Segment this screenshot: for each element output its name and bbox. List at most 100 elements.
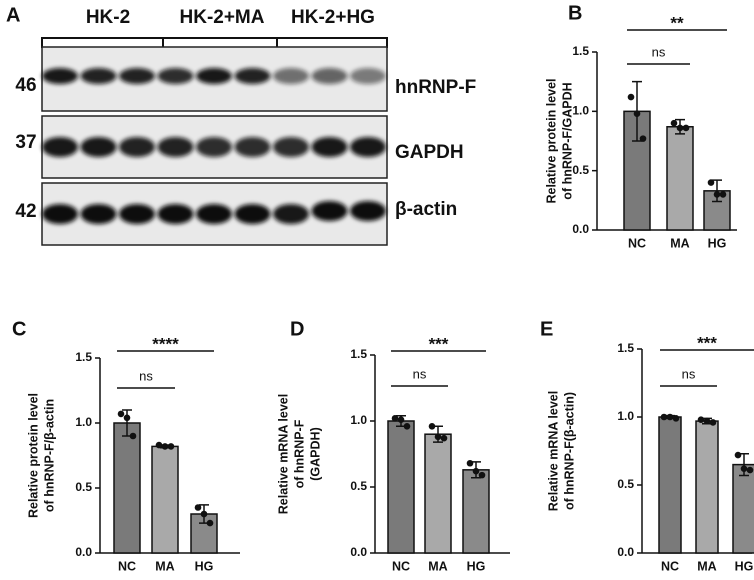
data-point	[434, 433, 442, 441]
bar	[695, 420, 719, 554]
blot-band	[80, 68, 117, 84]
significance-label: ns	[652, 44, 666, 59]
y-axis-label: of hnRNP-F/GAPDH	[560, 82, 574, 199]
y-tick-label: 1.0	[617, 409, 634, 423]
data-point	[633, 110, 641, 118]
data-point	[200, 510, 208, 518]
data-point	[639, 135, 647, 142]
x-tick-label: MA	[428, 559, 447, 573]
blot-band	[196, 137, 232, 157]
error-bar	[712, 179, 722, 203]
data-point	[734, 451, 742, 459]
data-point	[155, 441, 163, 449]
y-tick-label: 1.5	[617, 341, 634, 355]
blot-band	[273, 137, 309, 157]
data-point	[397, 416, 405, 423]
y-tick-label: 1.0	[350, 413, 367, 427]
significance-label: ns	[139, 368, 153, 383]
data-point	[719, 191, 727, 198]
data-point	[161, 443, 169, 450]
blot-band	[42, 68, 78, 84]
bar	[666, 126, 694, 231]
y-tick-label: 1.5	[75, 350, 92, 364]
protein-label: β-actin	[395, 199, 457, 220]
data-point	[403, 422, 411, 430]
bar	[658, 416, 682, 554]
panel-label: C	[12, 318, 26, 340]
blot-band	[157, 204, 194, 224]
data-point	[428, 422, 436, 430]
x-tick-label: HG	[735, 559, 754, 573]
group-label: HK-2+HG	[291, 7, 375, 28]
data-point	[627, 93, 635, 101]
x-tick-label: MA	[670, 236, 689, 250]
y-axis-label: (GAPDH)	[308, 427, 322, 480]
blot-band	[311, 137, 348, 157]
blot-band	[119, 137, 155, 157]
blot-band	[42, 204, 78, 224]
blot-band	[80, 204, 117, 224]
blot-band	[234, 68, 271, 84]
data-point	[709, 419, 717, 426]
y-tick-label: 1.0	[572, 104, 589, 118]
protein-label: GAPDH	[395, 142, 464, 163]
y-tick-label: 1.5	[572, 44, 589, 58]
x-tick-label: HG	[708, 236, 727, 250]
data-point	[697, 416, 705, 424]
y-tick-label: 1.0	[75, 415, 92, 429]
data-point	[466, 459, 474, 467]
x-tick-label: MA	[155, 559, 174, 573]
y-axis-label: Relative mRNA level	[546, 391, 560, 511]
data-point	[194, 504, 202, 511]
bar	[151, 445, 179, 554]
blot-band	[273, 68, 309, 84]
y-tick-label: 0.0	[350, 545, 367, 559]
data-point	[478, 471, 486, 479]
data-point	[707, 179, 715, 186]
data-point	[660, 413, 668, 421]
marker-label: 37	[15, 132, 36, 153]
data-point	[440, 434, 448, 442]
bar	[732, 463, 754, 554]
x-tick-label: NC	[392, 559, 410, 573]
data-point	[670, 119, 678, 127]
blot-band	[157, 68, 194, 84]
data-point	[117, 410, 125, 418]
y-tick-label: 0.5	[350, 479, 367, 493]
y-axis-label: Relative protein level	[26, 393, 40, 518]
y-tick-label: 0.0	[617, 545, 634, 559]
panel-label: A	[6, 4, 20, 26]
data-point	[666, 413, 674, 421]
x-tick-label: MA	[697, 559, 716, 573]
y-axis-label: of hnRNP-F/β-actin	[42, 399, 56, 512]
panel-label: E	[540, 318, 553, 340]
bar	[424, 433, 452, 554]
bar	[387, 420, 415, 554]
blot-band	[119, 204, 155, 224]
blot-images	[41, 46, 388, 246]
x-tick-label: HG	[195, 559, 214, 573]
blot-band	[350, 68, 386, 84]
data-point	[672, 415, 680, 422]
blot-band	[350, 137, 386, 157]
data-point	[123, 414, 131, 422]
group-label: HK-2	[86, 7, 130, 28]
y-tick-label: 0.0	[75, 545, 92, 559]
y-tick-label: 0.5	[617, 477, 634, 491]
significance-label: ****	[152, 334, 179, 353]
blot-band	[119, 68, 155, 84]
significance-label: ***	[429, 334, 449, 353]
y-axis-label: of hnRNP-F(β-actin)	[562, 392, 576, 510]
blot-band	[273, 204, 309, 224]
bar	[462, 469, 490, 554]
data-point	[676, 124, 684, 132]
x-tick-label: NC	[118, 559, 136, 573]
data-point	[740, 465, 748, 472]
blot-band	[157, 137, 194, 157]
marker-label: 46	[15, 75, 36, 96]
panel-label: D	[290, 318, 304, 340]
y-axis-label: of hnRNP-F	[292, 419, 306, 488]
blot-band	[80, 137, 117, 157]
significance-label: **	[670, 13, 684, 32]
